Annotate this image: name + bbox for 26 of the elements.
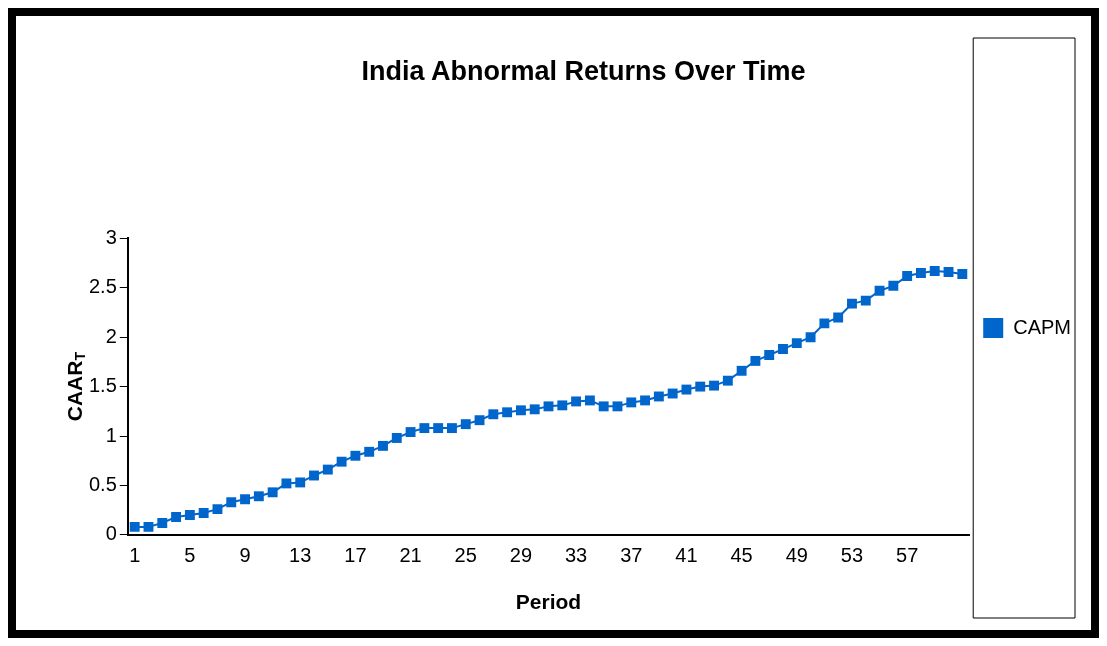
y-tick-label: 1.5 bbox=[88, 374, 117, 397]
y-tick-label: 2.5 bbox=[88, 275, 117, 298]
y-axis-title: CAART bbox=[62, 351, 88, 422]
y-tick-label: 2 bbox=[105, 324, 117, 347]
y-tick-label: 0.5 bbox=[88, 472, 117, 495]
x-tick-label: 37 bbox=[620, 544, 643, 567]
x-tick-label: 17 bbox=[344, 544, 367, 567]
legend-label: CAPM bbox=[1013, 315, 1072, 338]
x-tick-label: 45 bbox=[730, 544, 753, 567]
x-tick-label: 57 bbox=[896, 544, 919, 567]
chart-title: India Abnormal Returns Over Time bbox=[361, 55, 806, 86]
x-tick-label: 41 bbox=[675, 544, 698, 567]
x-tick-label: 5 bbox=[184, 544, 196, 567]
x-tick-label: 33 bbox=[564, 544, 588, 567]
x-tick-label: 1 bbox=[129, 544, 141, 567]
y-tick-label: 0 bbox=[105, 522, 117, 545]
x-tick-label: 9 bbox=[239, 544, 251, 567]
x-tick-label: 25 bbox=[454, 544, 477, 567]
x-tick-label: 49 bbox=[785, 544, 808, 567]
x-tick-label: 13 bbox=[289, 544, 312, 567]
x-tick-label: 21 bbox=[399, 544, 422, 567]
y-tick-label: 3 bbox=[105, 225, 117, 248]
y-tick-label: 1 bbox=[105, 423, 117, 446]
x-axis-title: Period bbox=[515, 590, 582, 614]
x-tick-label: 53 bbox=[840, 544, 864, 567]
x-tick-label: 29 bbox=[509, 544, 533, 567]
